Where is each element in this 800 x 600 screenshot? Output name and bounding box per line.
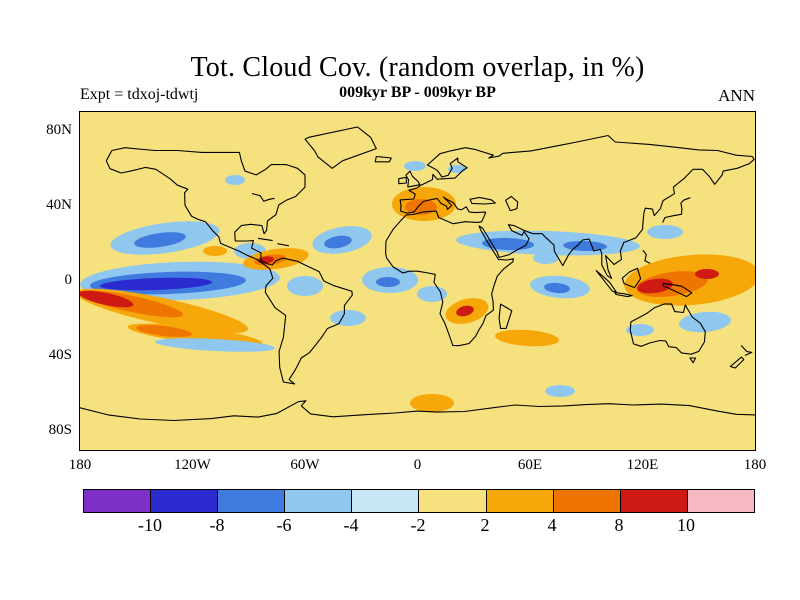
anomaly-contours xyxy=(80,161,755,412)
coastline-ireland xyxy=(398,176,407,185)
lon-tick-label-5-120E: 120E xyxy=(626,457,659,473)
anomaly-blob-37-orange xyxy=(495,329,559,347)
figure-subtitle: 009kyr BP - 009kyr BP xyxy=(339,84,496,101)
colorbar-segment-7 xyxy=(553,490,621,512)
colorbar-tick-label--4: -4 xyxy=(343,515,359,535)
coastline-hispaniola xyxy=(277,243,290,247)
coastline-sumatra xyxy=(595,270,617,293)
colorbar-segment-2 xyxy=(218,490,286,512)
coastline-britain xyxy=(405,170,421,188)
colorbar xyxy=(83,489,755,513)
season-label: ANN xyxy=(718,86,755,105)
world-map xyxy=(80,112,755,450)
anomaly-blob-6-blue_dark xyxy=(100,277,212,291)
colorbar-tick-label--8: -8 xyxy=(209,515,225,535)
colorbar-tick-label-8: 8 xyxy=(614,515,624,535)
coastline-americas xyxy=(105,147,353,385)
coastline-great-lakes xyxy=(251,193,275,202)
anomaly-blob-40-red xyxy=(637,278,673,294)
anomaly-blob-14-orange xyxy=(203,246,227,256)
anomaly-blob-43-blue_light xyxy=(626,324,654,336)
map-frame xyxy=(80,112,755,450)
anomaly-blob-31-blue_light xyxy=(647,225,683,239)
anomaly-blob-24-blue_light xyxy=(404,161,426,171)
anomaly-blob-3-blue_light xyxy=(225,175,245,185)
colorbar-tick-label--2: -2 xyxy=(410,515,426,535)
coastline-australia xyxy=(629,303,706,355)
coastline-iceland xyxy=(374,155,392,163)
colorbar-tick-label-10: 10 xyxy=(677,515,695,535)
lat-tick-label-40N: 40N xyxy=(46,196,72,213)
coastline-black-sea xyxy=(469,196,496,205)
coastline-greenland xyxy=(304,126,377,169)
anomaly-blob-13-blue_light xyxy=(155,338,275,352)
lat-tick-label-0: 0 xyxy=(64,272,73,288)
anomaly-blob-12-orange_dark xyxy=(136,324,192,338)
anomaly-blob-22-blue_light xyxy=(330,310,366,326)
coastline-afro-eurasia xyxy=(385,134,755,347)
figure-title: Tot. Cloud Cov. (random overlap, in %) xyxy=(190,52,645,83)
coastline-antarctica xyxy=(80,400,755,422)
lon-tick-label-1-120W: 120W xyxy=(174,457,211,473)
anomaly-blob-32-blue_light xyxy=(533,252,559,264)
colorbar-segment-3 xyxy=(285,490,353,512)
anomaly-blob-45-blue_light xyxy=(545,385,575,397)
coastlines xyxy=(80,126,755,422)
anomaly-blob-19-blue_med xyxy=(324,235,352,249)
lon-tick-label-0-180: 180 xyxy=(68,457,92,473)
anomaly-blob-7-blue_light xyxy=(287,276,323,296)
coastline-tasmania xyxy=(689,357,697,364)
anomaly-blob-10-red xyxy=(80,290,134,308)
coastline-madagascar xyxy=(498,303,513,330)
anomaly-blob-44-orange xyxy=(410,394,454,412)
coastline-new-guinea xyxy=(662,282,693,298)
anomaly-blob-34-blue_med xyxy=(544,282,570,294)
coastline-philippines xyxy=(642,249,651,264)
lon-tick-label-3-0: 0 xyxy=(413,457,422,473)
colorbar-segment-6 xyxy=(486,490,554,512)
anomaly-blob-1-blue_med xyxy=(134,232,186,248)
colorbar-tick-label-2: 2 xyxy=(480,515,490,535)
lat-tick-label-80S: 80S xyxy=(48,422,72,439)
coastline-java xyxy=(614,292,633,298)
coastline-japan xyxy=(662,197,691,223)
colorbar-tick-label--6: -6 xyxy=(276,515,292,535)
anomaly-blob-17-red xyxy=(258,256,274,264)
experiment-label: Expt = tdxoj-tdwtj xyxy=(80,86,199,103)
colorbar-segment-8 xyxy=(620,490,688,512)
colorbar-segment-5 xyxy=(419,490,487,512)
colorbar-tick-label-4: 4 xyxy=(547,515,557,535)
anomaly-blob-36-red xyxy=(456,305,474,317)
coastline-cuba xyxy=(257,237,273,241)
colorbar-tick-label--10: -10 xyxy=(138,515,162,535)
lon-tick-label-6-180: 180 xyxy=(743,457,767,473)
colorbar-segment-0 xyxy=(84,490,152,512)
lat-tick-label-40S: 40S xyxy=(48,347,72,364)
colorbar-segment-9 xyxy=(687,490,754,512)
colorbar-segment-1 xyxy=(151,490,219,512)
colorbar-segment-4 xyxy=(352,490,420,512)
coastline-borneo xyxy=(621,267,642,289)
anomaly-blob-21-blue_med xyxy=(376,277,400,287)
anomaly-blob-29-blue_med xyxy=(482,237,534,251)
lon-tick-label-4-60E: 60E xyxy=(517,457,543,473)
lon-tick-label-2-60W: 60W xyxy=(290,457,320,473)
lat-tick-label-80N: 80N xyxy=(46,121,72,138)
coastline-new-zealand-south xyxy=(729,356,745,369)
anomaly-blob-41-red xyxy=(695,269,719,279)
coastline-new-zealand-north xyxy=(740,345,753,356)
coastline-caspian-sea xyxy=(505,195,519,212)
